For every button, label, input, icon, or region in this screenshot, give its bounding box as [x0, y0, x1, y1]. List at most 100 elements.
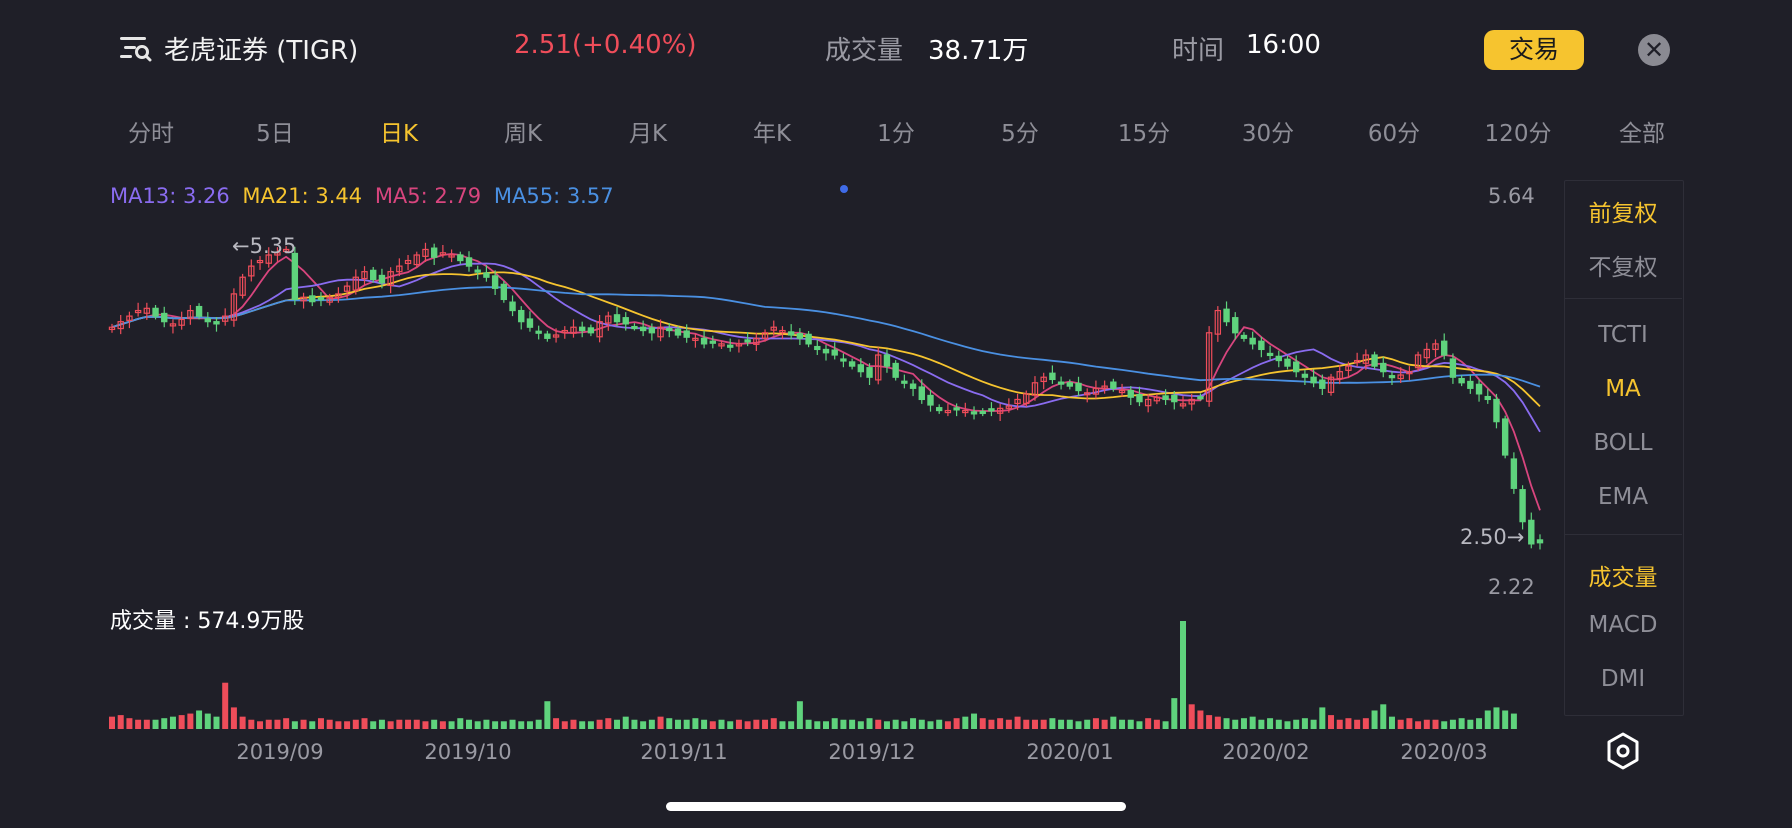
- volume-bar: [1275, 719, 1282, 729]
- volume-bar: [1206, 715, 1213, 729]
- candle-body: [1301, 373, 1309, 378]
- candle-body: [361, 271, 368, 280]
- tab-2[interactable]: 日K: [379, 121, 419, 147]
- tab-10[interactable]: 60分: [1367, 121, 1421, 147]
- tab-7[interactable]: 5分: [1001, 121, 1039, 147]
- candle-body: [1327, 376, 1335, 393]
- list-search-icon[interactable]: [118, 34, 152, 66]
- volume-bar: [892, 719, 899, 729]
- volume-bar: [1127, 719, 1134, 729]
- tab-11[interactable]: 120分: [1484, 121, 1552, 147]
- volume-bar: [1328, 715, 1335, 729]
- candle-body: [1501, 418, 1509, 456]
- volume-bar: [1145, 718, 1152, 729]
- volume-bar: [1397, 719, 1404, 729]
- candle-body: [1014, 398, 1021, 405]
- sub-indicator-macd[interactable]: MACD: [1588, 612, 1658, 638]
- tab-12[interactable]: 全部: [1619, 121, 1665, 147]
- volume-bar: [788, 721, 795, 729]
- volume-bar: [526, 721, 533, 729]
- candle-body: [1536, 539, 1544, 544]
- volume-bar: [309, 721, 316, 729]
- volume-bar: [283, 718, 290, 729]
- indicator-boll[interactable]: BOLL: [1593, 430, 1653, 456]
- volume-bar: [291, 721, 298, 729]
- volume-bar: [213, 716, 220, 729]
- volume-bar: [910, 718, 917, 729]
- volume-bar: [378, 719, 385, 729]
- candle-body: [1292, 361, 1300, 373]
- indicator-ma[interactable]: MA: [1605, 376, 1641, 402]
- ma55-label: MA55: 3.57: [493, 184, 614, 208]
- volume-bar: [1467, 719, 1474, 729]
- volume-bar: [1502, 710, 1509, 729]
- volume-bar: [413, 719, 420, 729]
- volume-bar: [1336, 719, 1343, 729]
- candle-body: [143, 307, 151, 314]
- candle-body: [1406, 371, 1413, 375]
- page-dot-indicator: [840, 185, 848, 193]
- candle-body: [935, 407, 943, 412]
- volume-bar: [1406, 718, 1413, 729]
- volume-bar: [831, 718, 838, 729]
- candle-body: [1240, 334, 1248, 339]
- volume-bar: [492, 721, 499, 729]
- candle-body: [1179, 403, 1187, 407]
- volume-bar: [466, 719, 472, 729]
- candle-body: [918, 386, 925, 401]
- candle-body: [526, 318, 534, 328]
- volume-bar: [317, 718, 324, 729]
- candle-body: [927, 394, 934, 406]
- candle-body: [1075, 382, 1082, 392]
- settings-hexagon-icon[interactable]: [1606, 732, 1640, 770]
- sub-indicator-volume[interactable]: 成交量: [1588, 565, 1658, 591]
- home-indicator[interactable]: [666, 802, 1126, 811]
- candle-body: [666, 327, 673, 332]
- volume-bar: [840, 719, 847, 729]
- candle-body: [178, 318, 185, 326]
- candle-body: [1153, 396, 1161, 402]
- candle-body: [753, 337, 760, 345]
- tab-8[interactable]: 15分: [1117, 121, 1171, 147]
- indicator-tcti[interactable]: TCTI: [1598, 322, 1648, 348]
- volume-bar: [570, 719, 577, 729]
- candle-body: [457, 254, 464, 262]
- sub-indicator-dmi[interactable]: DMI: [1600, 666, 1646, 692]
- volume-bar: [422, 721, 429, 729]
- adjust-none[interactable]: 不复权: [1588, 255, 1658, 281]
- candle-body: [108, 326, 116, 331]
- volume-bar: [1049, 718, 1056, 729]
- trade-button[interactable]: 交易: [1484, 30, 1584, 70]
- tab-1[interactable]: 5日: [256, 121, 294, 147]
- candle-body: [317, 297, 325, 301]
- tab-0[interactable]: 分时: [128, 121, 174, 147]
- candle-body: [396, 265, 403, 273]
- candle-body: [1397, 374, 1404, 380]
- candle-body: [1519, 489, 1526, 523]
- tab-9[interactable]: 30分: [1241, 121, 1295, 147]
- tab-6[interactable]: 1分: [877, 121, 915, 147]
- tab-5[interactable]: 年K: [752, 121, 792, 147]
- volume-bar: [744, 721, 751, 729]
- volume-bar: [727, 721, 734, 729]
- candle-body: [535, 330, 542, 334]
- volume-bar: [135, 719, 142, 729]
- volume-bar: [361, 718, 368, 729]
- indicator-ema[interactable]: EMA: [1597, 484, 1649, 510]
- candle-body: [1136, 393, 1143, 403]
- candle-body: [1284, 358, 1291, 367]
- tab-4[interactable]: 月K: [628, 121, 668, 147]
- high-marker: ←5.35: [232, 234, 297, 258]
- close-icon[interactable]: ✕: [1638, 34, 1670, 66]
- moving-average-lines: [111, 252, 1541, 511]
- volume-bar: [1249, 716, 1256, 729]
- tab-3[interactable]: 周K: [503, 121, 543, 147]
- candle-body: [387, 271, 394, 287]
- adjust-forward[interactable]: 前复权: [1588, 201, 1658, 227]
- candle-body: [422, 248, 429, 257]
- candle-body: [465, 257, 473, 267]
- volume-bar: [126, 718, 133, 729]
- candle-body: [1510, 458, 1518, 489]
- candle-body: [309, 295, 316, 303]
